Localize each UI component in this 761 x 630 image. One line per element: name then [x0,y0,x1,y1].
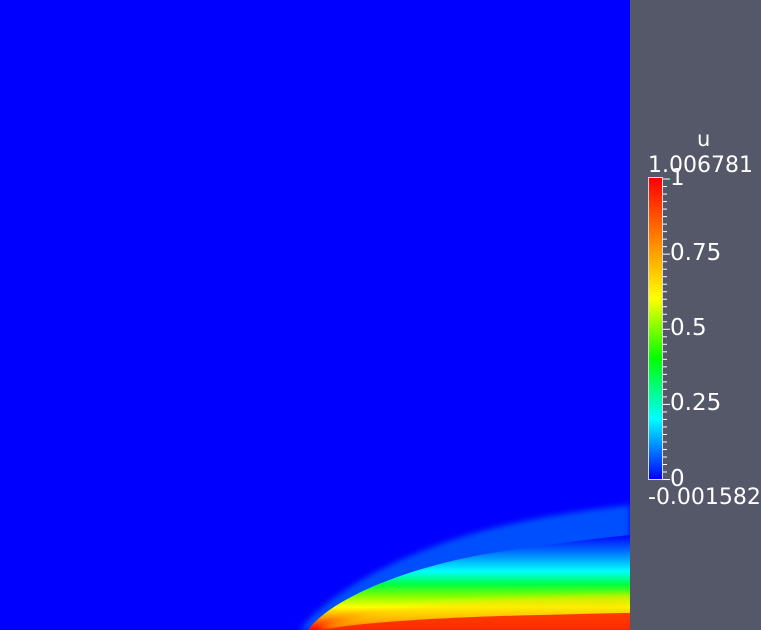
colorbar-tick-label: 1 [670,165,685,192]
boundary-layer-wall [322,613,630,630]
colorbar-tick-label: 0.75 [670,240,722,267]
legend-max-label: 1.006781 [648,153,753,178]
colorbar-ticks [663,178,670,481]
color-legend-panel: u 1.006781 1 0.75 0.5 0.25 0 -0.001582 [630,0,761,630]
colorbar-tick-label: 0.25 [670,390,722,417]
colorbar[interactable] [648,177,663,480]
render-viewport[interactable] [0,0,630,630]
colorbar-tick-label: 0 [670,465,685,492]
velocity-field-render [300,505,630,630]
colorbar-tick-label: 0.5 [670,315,707,342]
legend-title: u [697,127,711,151]
legend-min-label: -0.001582 [648,485,761,510]
